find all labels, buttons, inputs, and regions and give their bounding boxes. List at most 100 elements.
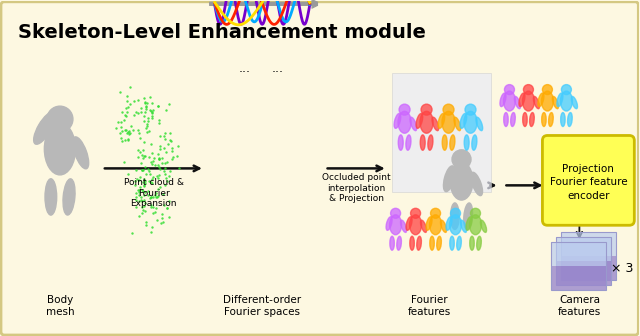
Point <box>133 187 143 193</box>
Ellipse shape <box>457 236 461 250</box>
Ellipse shape <box>428 135 433 150</box>
Point <box>122 137 132 142</box>
Ellipse shape <box>464 203 472 229</box>
Point <box>162 205 172 210</box>
Point <box>131 204 141 209</box>
Point <box>140 200 150 205</box>
Point <box>138 207 148 212</box>
Ellipse shape <box>561 113 565 127</box>
Circle shape <box>399 104 410 115</box>
Point <box>166 138 176 143</box>
Point <box>140 109 150 115</box>
Point <box>147 111 157 116</box>
Point <box>152 186 163 192</box>
Circle shape <box>443 104 454 115</box>
Bar <box>556 237 611 261</box>
Point <box>121 127 131 132</box>
Point <box>154 164 164 169</box>
Point <box>146 202 156 207</box>
Point <box>167 156 177 161</box>
Ellipse shape <box>416 114 423 128</box>
Point <box>146 204 156 210</box>
Point <box>115 135 125 140</box>
Point <box>139 119 149 124</box>
Point <box>116 128 127 133</box>
Point <box>139 154 149 159</box>
FancyBboxPatch shape <box>543 135 634 225</box>
Point <box>146 229 156 235</box>
Point <box>140 100 150 106</box>
Point <box>124 128 134 133</box>
Point <box>147 109 157 115</box>
Ellipse shape <box>450 162 473 200</box>
Point <box>147 115 157 120</box>
Ellipse shape <box>470 215 481 235</box>
Ellipse shape <box>436 236 442 250</box>
Point <box>135 175 145 180</box>
Point <box>144 178 154 183</box>
Point <box>132 147 143 152</box>
Point <box>125 123 136 129</box>
Point <box>128 127 138 132</box>
Point <box>139 192 149 198</box>
Point <box>136 204 147 209</box>
Bar <box>561 256 616 280</box>
Point <box>156 212 166 217</box>
Point <box>148 108 158 113</box>
Point <box>133 154 143 160</box>
Ellipse shape <box>45 179 57 215</box>
Point <box>124 131 134 137</box>
Point <box>147 176 157 182</box>
Point <box>140 208 150 213</box>
Ellipse shape <box>504 91 515 111</box>
Ellipse shape <box>446 217 452 230</box>
Point <box>113 119 124 125</box>
Point <box>141 219 152 224</box>
Point <box>161 176 172 181</box>
Point <box>131 109 141 115</box>
Point <box>159 160 170 165</box>
Point <box>164 173 174 178</box>
Point <box>123 129 133 135</box>
Point <box>164 214 174 219</box>
Point <box>162 206 172 211</box>
Ellipse shape <box>417 236 421 250</box>
Point <box>144 128 154 134</box>
Ellipse shape <box>470 236 474 250</box>
Point <box>129 183 140 188</box>
Ellipse shape <box>410 215 422 235</box>
Point <box>149 155 159 161</box>
Point <box>151 195 161 200</box>
Point <box>125 84 135 90</box>
Point <box>154 117 164 122</box>
Point <box>159 171 170 177</box>
Ellipse shape <box>442 135 447 150</box>
Point <box>152 152 163 157</box>
Ellipse shape <box>420 135 425 150</box>
Point <box>141 104 152 110</box>
Point <box>159 165 170 170</box>
Point <box>142 167 152 172</box>
Point <box>147 100 157 105</box>
Ellipse shape <box>449 215 461 235</box>
Point <box>135 135 145 140</box>
Circle shape <box>470 208 481 218</box>
Ellipse shape <box>410 117 417 131</box>
Ellipse shape <box>511 113 515 126</box>
Point <box>146 160 156 165</box>
Point <box>134 193 144 198</box>
Circle shape <box>390 208 401 218</box>
Point <box>122 98 132 104</box>
Point <box>138 188 148 194</box>
Text: ...: ... <box>239 62 251 75</box>
Point <box>136 161 147 166</box>
Circle shape <box>431 208 440 218</box>
Ellipse shape <box>548 113 553 126</box>
Ellipse shape <box>430 236 435 250</box>
Point <box>154 121 164 126</box>
Text: Projection
Fourier feature
encoder: Projection Fourier feature encoder <box>550 164 627 201</box>
Ellipse shape <box>454 117 461 131</box>
Point <box>136 197 146 202</box>
Ellipse shape <box>552 96 559 109</box>
Point <box>118 159 129 165</box>
